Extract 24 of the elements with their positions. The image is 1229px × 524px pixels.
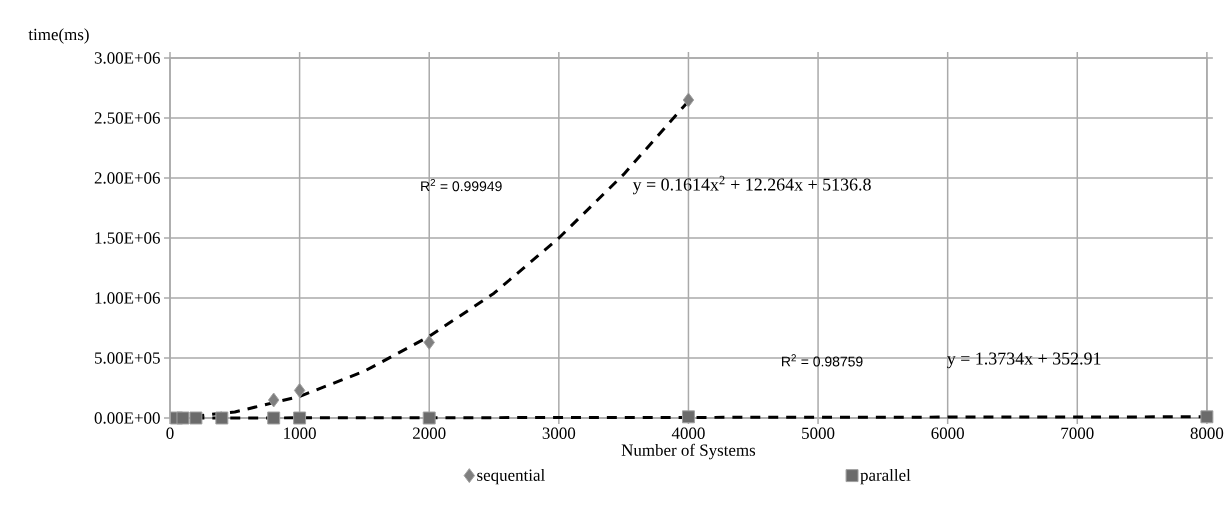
x-tick-label: 1000 <box>284 427 316 439</box>
x-axis-title: Number of Systems <box>621 443 756 460</box>
x-tick-label: 4000 <box>671 427 705 439</box>
x-tick-label: 5000 <box>802 427 835 439</box>
x-tick-label: 3000 <box>542 427 576 439</box>
x-tick-label: 6000 <box>931 427 964 439</box>
annotation: y = 0.1614x$^{2}$ + 12.264x + 5136.8 <box>632 175 871 195</box>
annotation: R$^{2}$ = 0.99949 <box>421 179 502 192</box>
y-tick-label: 2.50E+06 <box>94 112 160 124</box>
y-tick-label: 2.00E+06 <box>94 172 160 184</box>
legend-label: sequential <box>477 468 545 485</box>
y-tick-label: 1.50E+06 <box>95 232 160 244</box>
x-tick-label: 7000 <box>1061 427 1094 439</box>
x-tick-label: 8000 <box>1190 427 1224 439</box>
x-tick-label: 2000 <box>413 427 446 439</box>
y-tick-label: 5.00E+05 <box>95 352 160 364</box>
annotation: y = 1.3734x + 352.91 <box>947 352 1101 369</box>
x-tick-label: 0 <box>166 427 174 439</box>
y-tick-label: 1.00E+06 <box>95 292 160 304</box>
y-tick-label: 0.00E+00 <box>94 412 160 424</box>
legend-label: parallel <box>860 468 911 485</box>
y-axis-title: time(ms) <box>28 28 89 44</box>
y-tick-label: 3.00E+06 <box>94 52 160 64</box>
annotation: R$^{2}$ = 0.98759 <box>782 354 863 367</box>
